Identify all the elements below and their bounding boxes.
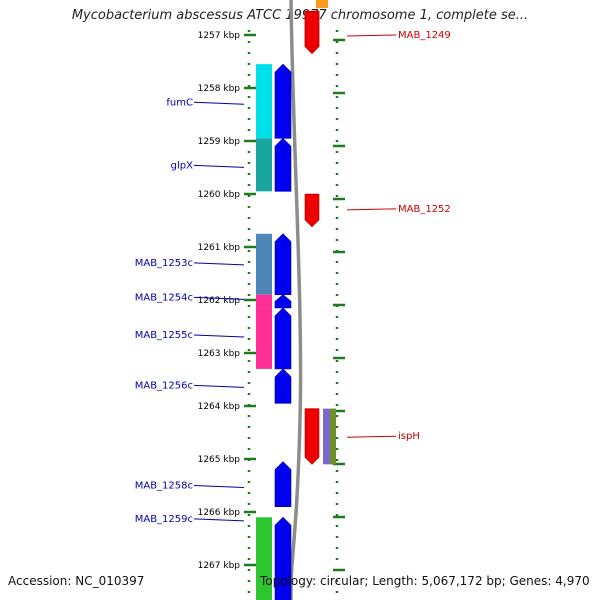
gene-label: MAB_1253c bbox=[135, 258, 193, 269]
cog-bar bbox=[256, 64, 272, 139]
gene-label: fumC bbox=[166, 97, 193, 108]
label-leader bbox=[193, 164, 245, 168]
tick-layer: 1257 kbp 1258 kbp 1259 kbp 1260 kbp 1261 kbp… bbox=[198, 30, 345, 600]
tick-label: 1266 kbp bbox=[198, 508, 241, 518]
label-leader bbox=[193, 518, 245, 522]
label-leader bbox=[193, 262, 245, 266]
label-leader bbox=[193, 334, 245, 338]
cds-feature-forward bbox=[274, 516, 292, 600]
gene-label: MAB_1252 bbox=[398, 204, 451, 215]
label-leader bbox=[193, 296, 245, 300]
cog-bar bbox=[256, 138, 272, 192]
gene-label: MAB_1255c bbox=[135, 330, 193, 341]
tick-label: 1260 kbp bbox=[198, 190, 241, 200]
cog-bar bbox=[256, 307, 272, 369]
gene-layer bbox=[274, 10, 320, 600]
gene-label: MAB_1259c bbox=[135, 514, 193, 525]
label-leader bbox=[346, 435, 397, 438]
cds-feature-reverse bbox=[304, 10, 320, 54]
tick-label: 1262 kbp bbox=[198, 296, 241, 306]
label-leader bbox=[193, 101, 245, 105]
label-leader bbox=[193, 384, 245, 388]
cds-feature-forward bbox=[274, 294, 292, 309]
gene-label: MAB_1249 bbox=[398, 30, 451, 41]
cog-bar bbox=[256, 517, 272, 600]
tick-label: 1263 kbp bbox=[198, 349, 241, 359]
chromosome-backbone bbox=[289, 0, 303, 600]
tick-label: 1267 kbp bbox=[198, 561, 241, 571]
tick-label: 1258 kbp bbox=[198, 84, 241, 94]
tick-label: 1264 kbp bbox=[198, 402, 241, 412]
cds-feature-forward bbox=[274, 307, 292, 370]
cds-feature-forward bbox=[274, 233, 292, 296]
map-title: Mycobacterium abscessus ATCC 19977 chrom… bbox=[71, 8, 529, 23]
cds-feature-forward bbox=[274, 368, 292, 404]
cds-feature-reverse bbox=[304, 408, 320, 465]
genome-summary: Topology: circular; Length: 5,067,172 bp… bbox=[260, 574, 590, 588]
gene-label: glpX bbox=[171, 160, 193, 171]
gene-label: MAB_1256c bbox=[135, 380, 193, 391]
gene-label: ispH bbox=[398, 431, 420, 442]
cds-feature-reverse bbox=[304, 193, 320, 228]
cog-bar bbox=[316, 0, 328, 8]
label-leader bbox=[346, 208, 397, 211]
cog-bar bbox=[256, 294, 272, 308]
tick-label: 1265 kbp bbox=[198, 455, 241, 465]
cog-bar bbox=[256, 233, 272, 295]
accession-label: Accession: NC_010397 bbox=[8, 574, 145, 588]
cog-layer bbox=[256, 0, 336, 600]
tick-label: 1257 kbp bbox=[198, 31, 241, 41]
label-leader bbox=[346, 34, 397, 37]
gene-label: MAB_1254c bbox=[135, 292, 193, 303]
cds-feature-forward bbox=[274, 63, 292, 139]
label-layer: MAB_1249 fumC glpX MAB_1252 MAB_1253c MAB_125… bbox=[135, 30, 451, 525]
tick-label: 1261 kbp bbox=[198, 243, 241, 253]
tick-label: 1259 kbp bbox=[198, 137, 241, 147]
gene-label: MAB_1258c bbox=[135, 481, 193, 492]
label-leader bbox=[193, 485, 245, 488]
backbone-layer bbox=[289, 0, 303, 600]
cds-feature-forward bbox=[274, 137, 292, 192]
cds-feature-forward bbox=[274, 461, 292, 508]
cog-bar bbox=[330, 408, 336, 465]
